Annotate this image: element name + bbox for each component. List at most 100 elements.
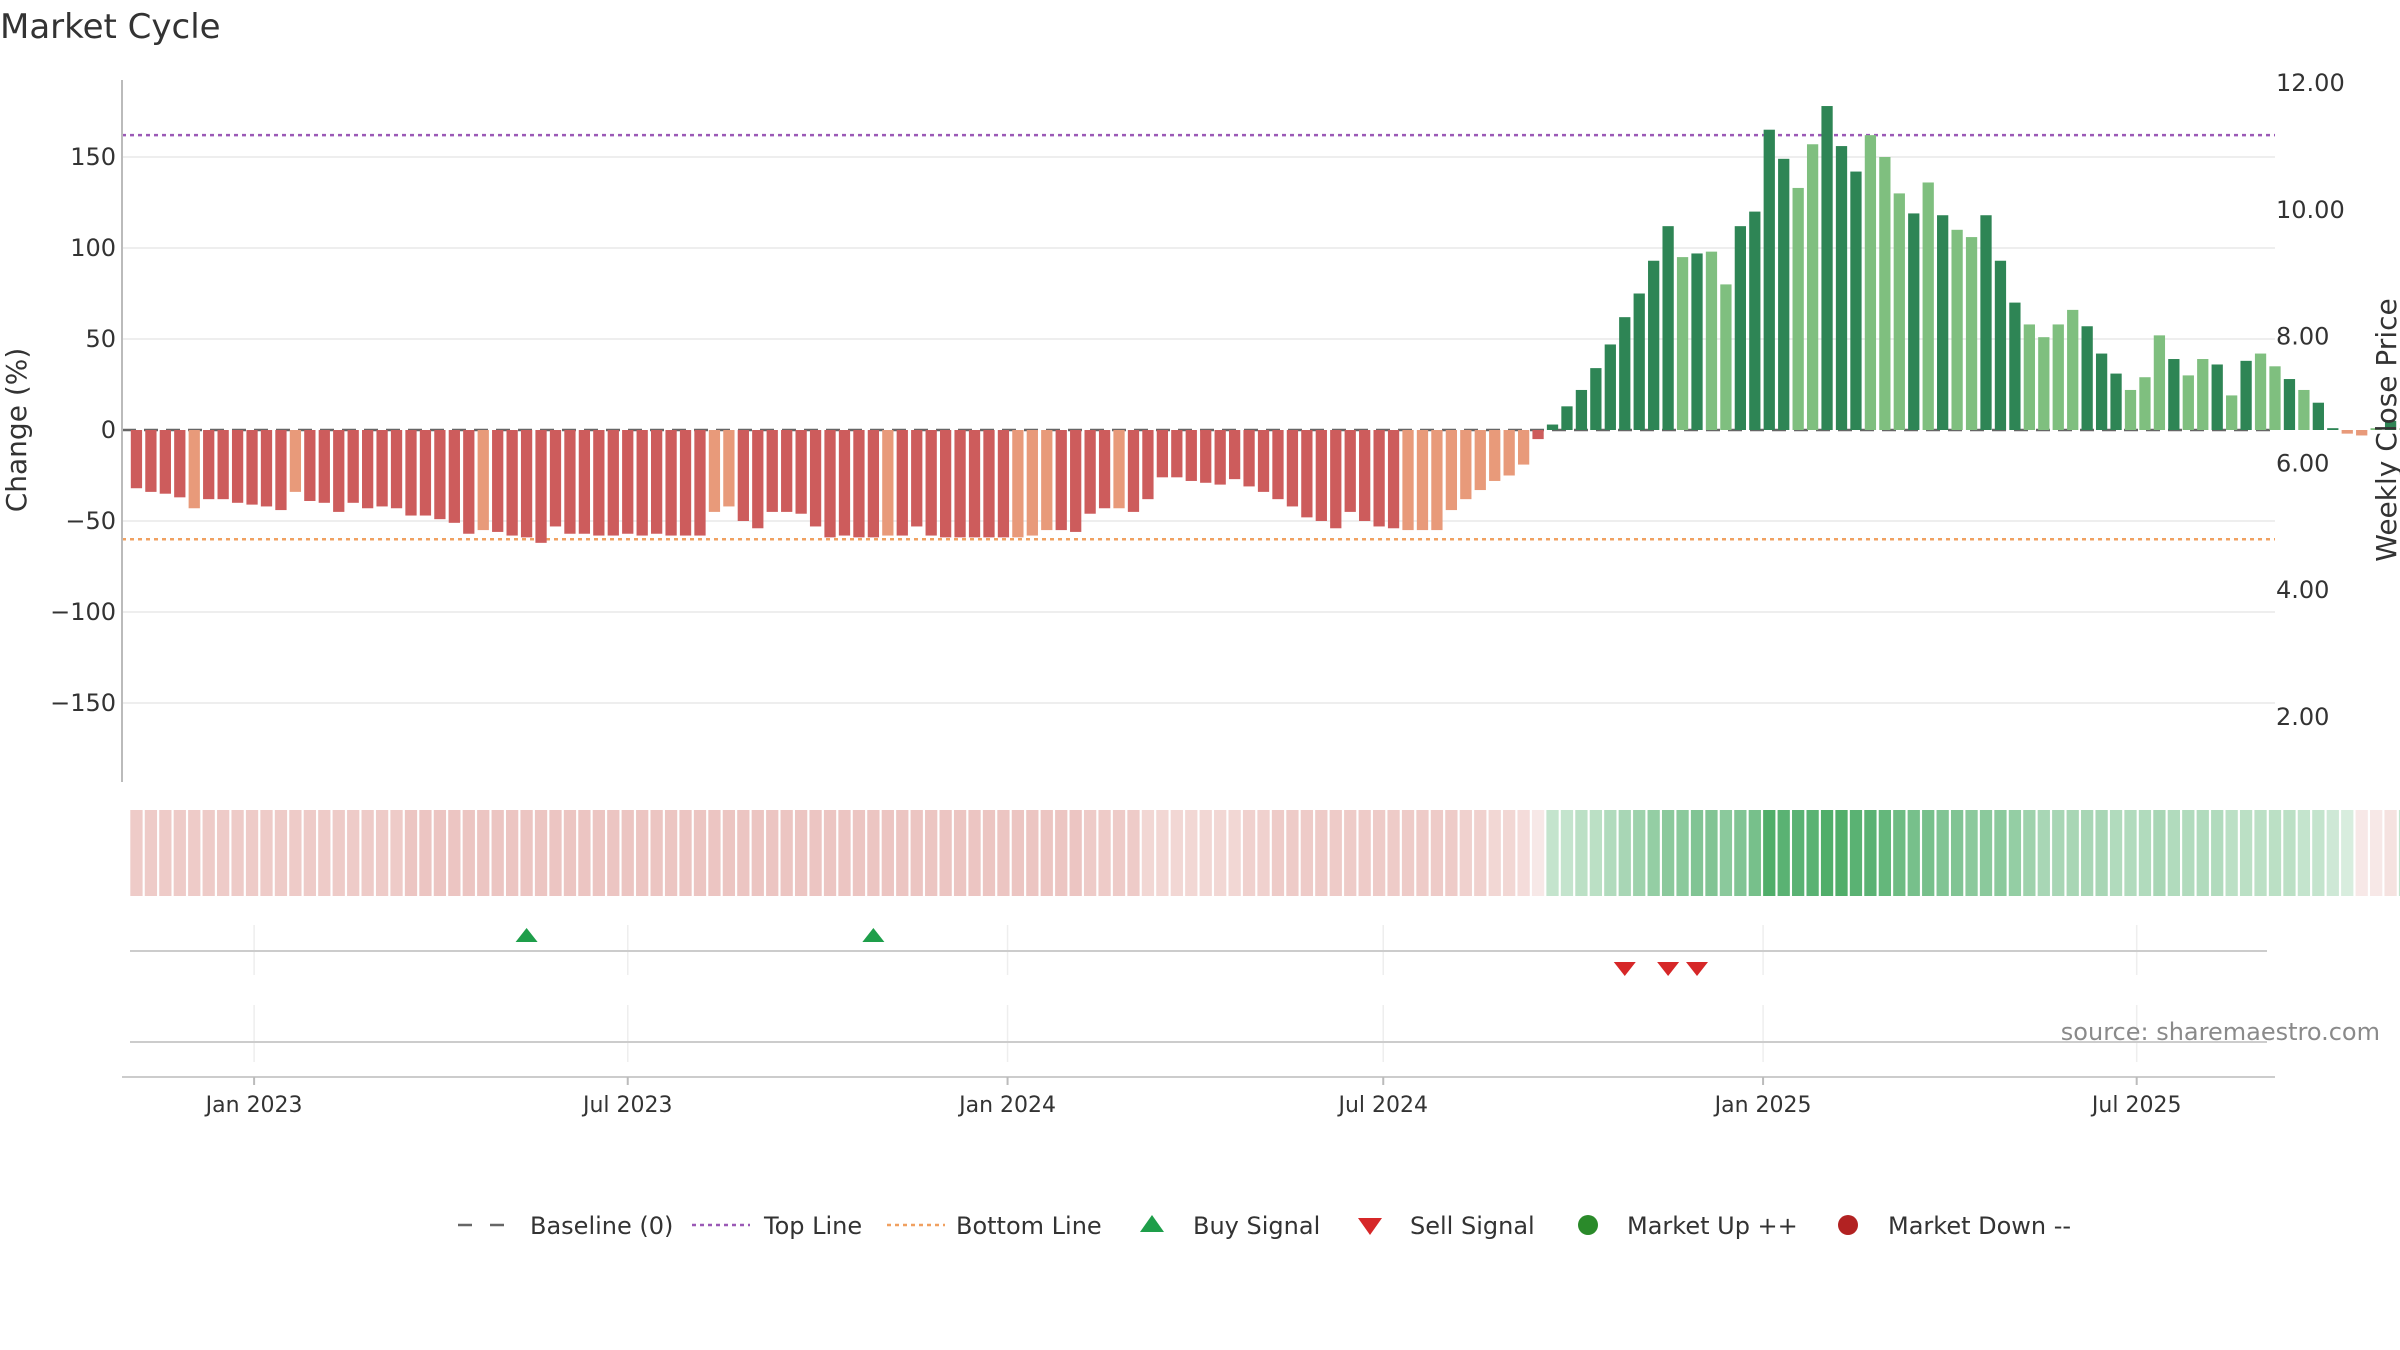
bar xyxy=(1084,430,1096,514)
x-tick-label: Jan 2023 xyxy=(204,1093,303,1118)
strip-cell xyxy=(1344,810,1357,896)
bar xyxy=(1359,430,1371,521)
bar xyxy=(304,430,316,501)
strip-cell xyxy=(506,810,519,896)
bar xyxy=(1893,193,1905,430)
bar xyxy=(752,430,764,529)
strip-cell xyxy=(1257,810,1270,896)
sell-signal-marker xyxy=(1686,962,1709,976)
bar xyxy=(723,430,735,507)
y-tick-label: −150 xyxy=(50,689,116,717)
strip-cell xyxy=(592,810,605,896)
strip-cell xyxy=(448,810,461,896)
strip-cell xyxy=(1026,810,1039,896)
strip-cell xyxy=(318,810,331,896)
y2-tick-label: 8.00 xyxy=(2276,323,2329,351)
strip-cell xyxy=(419,810,432,896)
strip-cell xyxy=(491,810,504,896)
market-strip xyxy=(130,810,2400,896)
bar xyxy=(1098,430,1111,509)
strip-cell xyxy=(766,810,779,896)
strip-cell xyxy=(1618,810,1631,896)
bar xyxy=(896,430,908,536)
bar xyxy=(174,430,186,498)
y2-tick-label: 4.00 xyxy=(2276,576,2329,604)
strip-cell xyxy=(823,810,837,896)
strip-cell xyxy=(1806,810,1819,896)
bar xyxy=(492,430,504,532)
strip-cell xyxy=(737,810,750,896)
y-axis-title: Change (%) xyxy=(0,348,33,513)
bar xyxy=(1445,430,1458,511)
buy-signal-marker xyxy=(515,928,538,942)
bar xyxy=(1532,430,1544,440)
bar xyxy=(376,430,388,507)
legend-label: Market Down -- xyxy=(1888,1212,2071,1240)
bar xyxy=(1720,284,1732,430)
strip-cell xyxy=(1950,810,1964,896)
strip-cell xyxy=(1893,810,1906,896)
strip-cell xyxy=(477,810,490,896)
strip-cell xyxy=(679,810,692,896)
bar xyxy=(1792,187,1804,430)
signal-panel xyxy=(130,925,2267,1062)
chart-title: Market Cycle xyxy=(0,7,221,47)
strip-cell xyxy=(2066,810,2079,896)
strip-cell xyxy=(2167,810,2180,896)
strip-cell xyxy=(997,810,1010,896)
y2-axis-title: Weekly Close Price xyxy=(2370,298,2400,561)
bar xyxy=(1272,430,1284,500)
bar xyxy=(781,430,793,512)
strip-cell xyxy=(982,810,996,896)
strip-cell xyxy=(1820,810,1834,896)
strip-cell xyxy=(1170,810,1183,896)
strip-cell xyxy=(2081,810,2094,896)
bar xyxy=(2168,359,2180,430)
legend: Baseline (0) Top Line Bottom Line Buy Signa… xyxy=(458,1212,2071,1240)
strip-cell xyxy=(130,810,143,896)
bar xyxy=(1850,171,1862,430)
strip-cell xyxy=(1705,810,1718,896)
bar xyxy=(1315,430,1327,521)
strip-cell xyxy=(144,810,158,896)
bar xyxy=(2153,335,2166,430)
strip-cell xyxy=(1083,810,1097,896)
bar xyxy=(2009,302,2021,430)
strip-cell xyxy=(520,810,533,896)
bar xyxy=(939,430,952,538)
bar xyxy=(289,430,302,492)
bar xyxy=(1590,368,1602,430)
strip-cell xyxy=(231,810,244,896)
y-tick-label: −100 xyxy=(50,598,116,626)
strip-cell xyxy=(1936,810,1949,896)
strip-cell xyxy=(1372,810,1386,896)
bar xyxy=(997,430,1010,538)
strip-cell xyxy=(1647,810,1660,896)
y2-tick-label: 2.00 xyxy=(2276,703,2329,731)
strip-cell xyxy=(289,810,302,896)
strip-cell xyxy=(1979,810,1993,896)
bar xyxy=(2081,326,2093,430)
strip-cell xyxy=(188,810,201,896)
strip-cell xyxy=(1763,810,1776,896)
market-down-legend-icon xyxy=(1838,1215,1858,1235)
bar xyxy=(246,430,258,505)
x-axis: Jan 2023 Jul 2023 Jan 2024 Jul 2024 Jan 2025… xyxy=(122,1076,2275,1118)
strip-cell xyxy=(2239,810,2253,896)
strip-cell xyxy=(1907,810,1920,896)
bar xyxy=(2384,420,2397,430)
x-tick-label: Jul 2024 xyxy=(1336,1093,1428,1118)
bar xyxy=(1185,430,1197,481)
strip-cell xyxy=(1156,810,1169,896)
strip-cell xyxy=(2124,810,2137,896)
strip-cell xyxy=(968,810,981,896)
bar xyxy=(130,430,143,489)
strip-cell xyxy=(1199,810,1212,896)
strip-cell xyxy=(1112,810,1126,896)
strip-cell xyxy=(2008,810,2022,896)
bar xyxy=(2052,324,2064,430)
bar xyxy=(1127,430,1140,512)
strip-cell xyxy=(2355,810,2368,896)
y-tick-label: −50 xyxy=(65,507,116,535)
strip-cell xyxy=(1517,810,1530,896)
